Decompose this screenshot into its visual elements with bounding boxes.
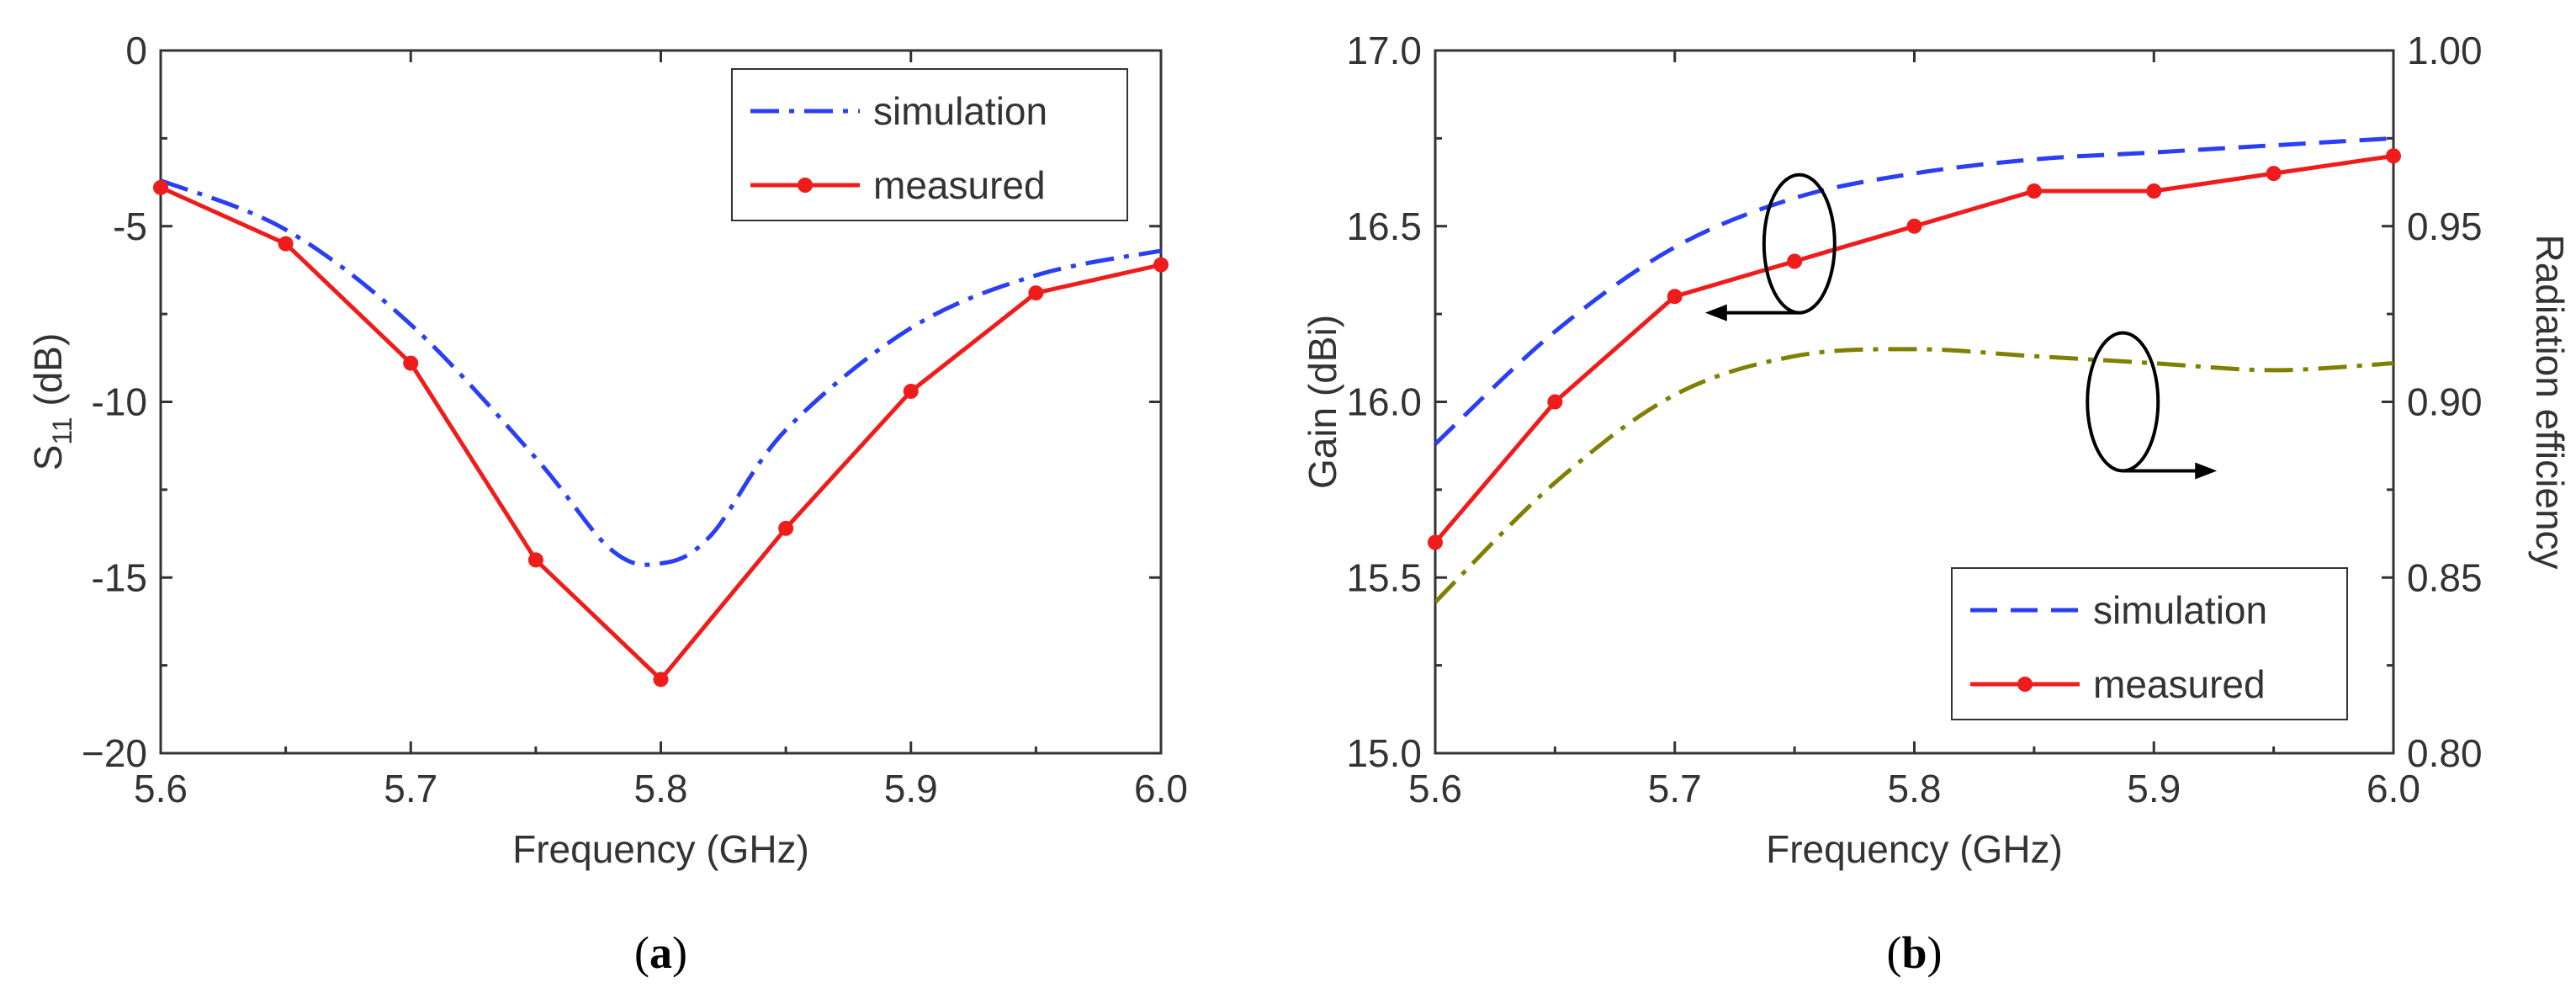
legend-marker-measured — [798, 178, 813, 193]
y-tick-label: 15.0 — [1346, 731, 1422, 775]
y-tick-label: -15 — [92, 555, 147, 599]
legend: simulation measured — [1951, 567, 2348, 720]
y-tick-label: -5 — [113, 205, 147, 248]
x-tick-label: 5.9 — [884, 767, 938, 810]
y-tick-label: 15.5 — [1346, 555, 1422, 599]
data-point-measured — [1028, 285, 1044, 301]
x-tick-label: 5.8 — [1888, 767, 1942, 810]
data-point-measured — [2026, 183, 2042, 199]
axis-pointer-ellipse — [2086, 331, 2160, 473]
y-axis-title-sub: 11 — [47, 417, 77, 444]
x-axis-title: Frequency (GHz) — [512, 827, 809, 871]
panel-caption: (b) — [1886, 927, 1942, 978]
legend-label: simulation — [2093, 588, 2267, 632]
series-line-radiation-efficiency — [1435, 347, 2393, 604]
y-tick-label: 16.0 — [1346, 380, 1422, 424]
data-point-measured — [153, 179, 168, 195]
y-tick-label: -10 — [92, 380, 147, 424]
legend-box — [1951, 567, 2348, 720]
y-axis-title-unit: (dB) — [26, 333, 70, 417]
data-point-measured — [903, 383, 919, 399]
x-tick-label: 5.7 — [1648, 767, 1702, 810]
data-point-measured — [1428, 534, 1443, 550]
legend-marker-measured — [2017, 677, 2033, 692]
y-right-tick-label: 0.85 — [2407, 555, 2483, 599]
legend: simulation measured — [731, 68, 1128, 221]
data-point-measured — [653, 672, 669, 688]
y-tick-label: −20 — [82, 731, 147, 775]
caption-letter: a — [649, 927, 672, 978]
y-right-tick-label: 0.90 — [2407, 380, 2483, 424]
data-point-measured — [1906, 218, 1922, 234]
y-right-tick-label: 0.95 — [2407, 205, 2483, 248]
y-axis-title-main: S — [26, 445, 70, 471]
data-point-measured — [1547, 394, 1563, 410]
caption-close: ) — [1927, 927, 1943, 978]
data-point-measured — [2386, 148, 2401, 164]
data-point-measured — [2146, 183, 2162, 199]
caption-close: ) — [672, 927, 687, 978]
caption-open: ( — [1886, 927, 1901, 978]
series-line-simulation — [1435, 135, 2393, 446]
data-point-measured — [403, 355, 419, 371]
x-tick-label: 5.7 — [384, 767, 437, 810]
caption-letter: b — [1901, 927, 1927, 978]
x-tick-label: 5.6 — [1408, 767, 1462, 810]
y-tick-label: 16.5 — [1346, 205, 1422, 248]
chart-a: 5.6 5.7 5.8 5.9 6.0 0 -5 -10 -15 −20 Frequency (GH… — [26, 29, 1188, 978]
data-point-measured — [778, 520, 794, 536]
x-tick-label: 5.6 — [134, 767, 188, 810]
x-tick-label: 5.9 — [2127, 767, 2181, 810]
data-point-measured — [278, 236, 294, 252]
y-right-tick-label: 1.00 — [2407, 29, 2483, 72]
y-tick-label: 17.0 — [1346, 29, 1422, 72]
legend-label: measured — [873, 163, 1046, 207]
chart-b: 5.6 5.7 5.8 5.9 6.0 15.0 15.5 16.0 16.5 17.0 0.80 0… — [1301, 29, 2572, 978]
series-line-simulation — [161, 178, 1161, 567]
panel-caption: (a) — [634, 927, 687, 978]
y-axis-title-right: Radiation efficiency — [2528, 234, 2572, 569]
legend-box — [731, 68, 1128, 221]
caption-open: ( — [634, 927, 649, 978]
legend-label: simulation — [873, 89, 1047, 133]
legend-label: measured — [2093, 662, 2266, 706]
data-point-measured — [1787, 253, 1803, 269]
x-tick-label: 5.8 — [634, 767, 688, 810]
arrow-head-icon — [1704, 304, 1727, 321]
data-point-measured — [527, 552, 543, 568]
y-right-tick-label: 0.80 — [2407, 731, 2483, 775]
data-point-measured — [2266, 166, 2282, 182]
x-tick-label: 6.0 — [1134, 767, 1188, 810]
data-point-measured — [1153, 257, 1169, 273]
arrow-head-icon — [2195, 462, 2218, 480]
series-line-measured — [161, 185, 1161, 683]
y-axis-title: Gain (dBi) — [1301, 315, 1344, 489]
y-tick-label: 0 — [125, 29, 147, 72]
x-tick-label: 6.0 — [2367, 767, 2420, 810]
y-axis-title: S11 (dB) — [26, 333, 77, 471]
x-axis-title: Frequency (GHz) — [1766, 827, 2063, 871]
data-point-measured — [1667, 289, 1683, 305]
